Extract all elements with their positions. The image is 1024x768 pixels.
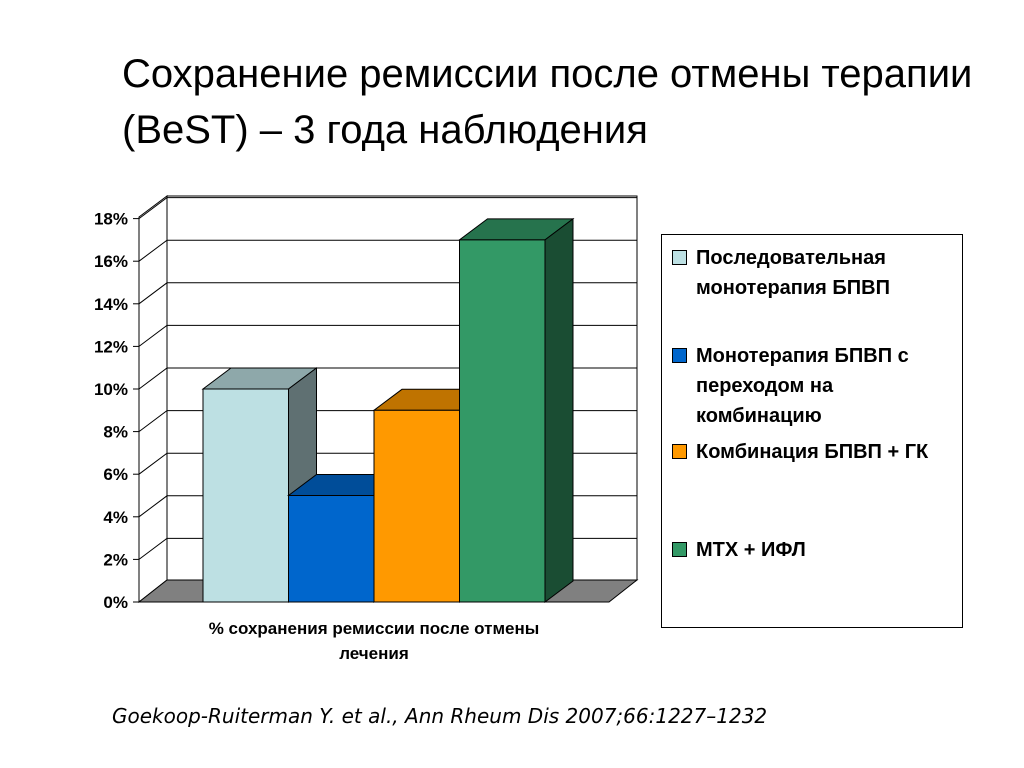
bar-front <box>459 239 546 603</box>
legend-label: Комбинация БПВП + ГК <box>696 441 929 463</box>
legend-label: Последовательная монотерапия БПВП <box>696 247 890 299</box>
y-tick-label: 18% <box>94 210 128 229</box>
y-tick-label: 2% <box>103 550 128 569</box>
legend-swatch <box>672 444 687 459</box>
x-axis-label-line-2: лечения <box>339 644 409 663</box>
bar-front <box>373 409 460 603</box>
y-tick-label: 14% <box>94 295 128 314</box>
legend-label: Монотерапия БПВП с переходом на комбинац… <box>696 345 909 427</box>
legend: Последовательная монотерапия БПВП Монотер… <box>661 234 963 628</box>
y-tick-label: 8% <box>103 423 128 442</box>
bar-side <box>544 217 574 603</box>
bar <box>458 217 575 603</box>
bar-front <box>288 495 375 603</box>
y-axis-ticks: 0% 2% 4% 6% 8% 10% 12% 14% 16% 18% <box>94 210 139 612</box>
bar-front <box>202 388 289 603</box>
legend-swatch <box>672 348 687 363</box>
y-tick-label: 16% <box>94 252 128 271</box>
legend-label: МТХ + ИФЛ <box>696 539 806 561</box>
y-tick-label: 0% <box>103 593 128 612</box>
y-tick-label: 6% <box>103 465 128 484</box>
bar-chart: 0% 2% 4% 6% 8% 10% 12% 14% 16% 18% % сохранения р… <box>94 195 639 663</box>
y-tick-label: 10% <box>94 380 128 399</box>
y-tick-label: 4% <box>103 508 128 527</box>
gridline <box>138 197 637 220</box>
legend-swatch <box>672 250 687 265</box>
y-tick-label: 12% <box>94 337 128 356</box>
page-title: Сохранение ремиссии после отмены терапии… <box>122 52 973 152</box>
citation: Goekoop-Ruiterman Y. et al., Ann Rheum D… <box>112 704 768 728</box>
legend-swatch <box>672 542 687 557</box>
x-axis-label-line-1: % сохранения ремиссии после отмены <box>209 619 540 638</box>
bars <box>201 217 575 603</box>
